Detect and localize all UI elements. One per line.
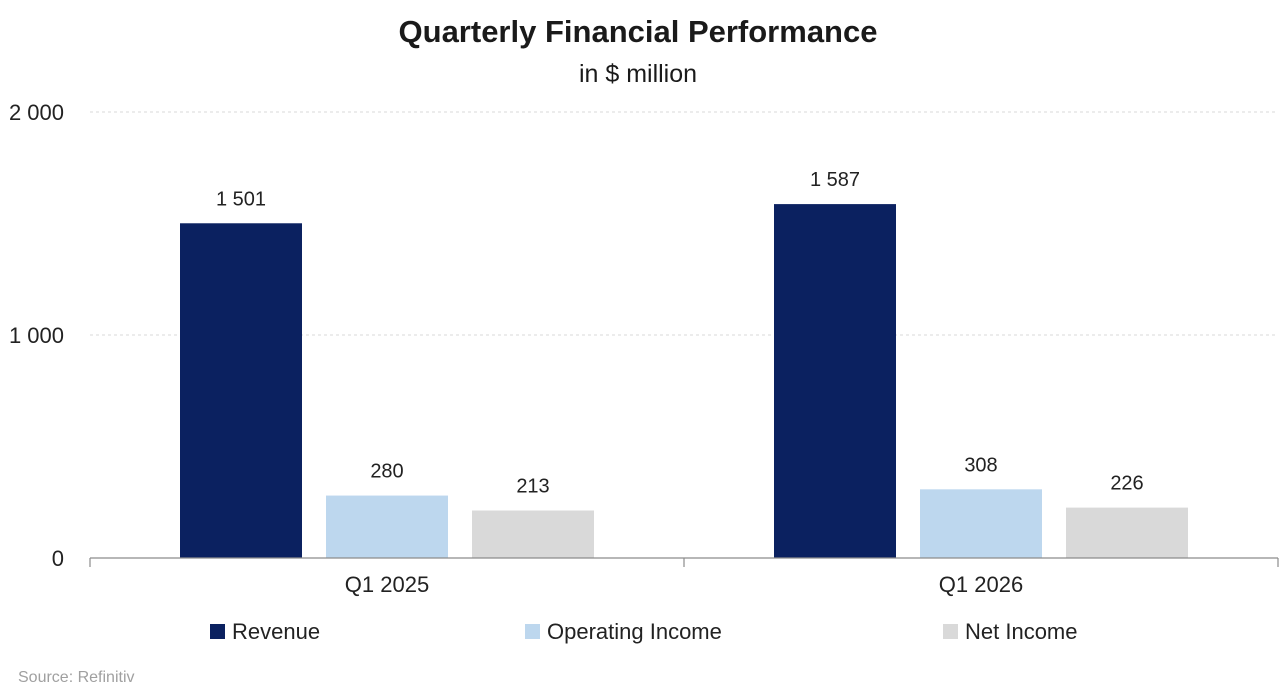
legend: Revenue Operating Income Net Income — [210, 619, 1078, 644]
chart-title: Quarterly Financial Performance — [399, 14, 878, 49]
category-labels: Q1 2025 Q1 2026 — [345, 572, 1023, 597]
data-label: 280 — [370, 461, 403, 483]
data-label: 1 501 — [216, 188, 266, 210]
bar-operating-income-2 — [920, 489, 1042, 558]
y-tick-label: 1 000 — [9, 323, 64, 348]
bar-net-income-2 — [1066, 507, 1188, 558]
legend-swatch — [943, 624, 958, 639]
chart-subtitle: in $ million — [579, 60, 697, 88]
bar-revenue-2 — [774, 204, 896, 558]
data-label: 1 587 — [810, 169, 860, 191]
x-category-label: Q1 2026 — [939, 572, 1023, 597]
y-tick-label: 0 — [52, 546, 64, 571]
y-tick-label: 2 000 — [9, 100, 64, 125]
legend-swatch — [210, 624, 225, 639]
legend-label: Operating Income — [547, 619, 722, 644]
data-label: 226 — [1110, 473, 1143, 495]
x-axis — [89, 557, 1279, 567]
bar-revenue-1 — [180, 223, 302, 559]
legend-swatch — [525, 624, 540, 639]
y-axis-ticks: 0 1 000 2 000 — [9, 100, 64, 571]
bars — [180, 204, 1188, 559]
data-label: 213 — [516, 476, 549, 498]
bar-net-income-1 — [472, 510, 594, 558]
legend-label: Revenue — [232, 619, 320, 644]
data-labels: 1 501 280 213 1 587 308 226 — [216, 169, 1144, 497]
bar-operating-income-1 — [326, 495, 448, 558]
legend-label: Net Income — [965, 619, 1078, 644]
x-category-label: Q1 2025 — [345, 572, 429, 597]
source-note: Source: Refinitiv — [18, 669, 135, 686]
data-label: 308 — [964, 454, 997, 476]
